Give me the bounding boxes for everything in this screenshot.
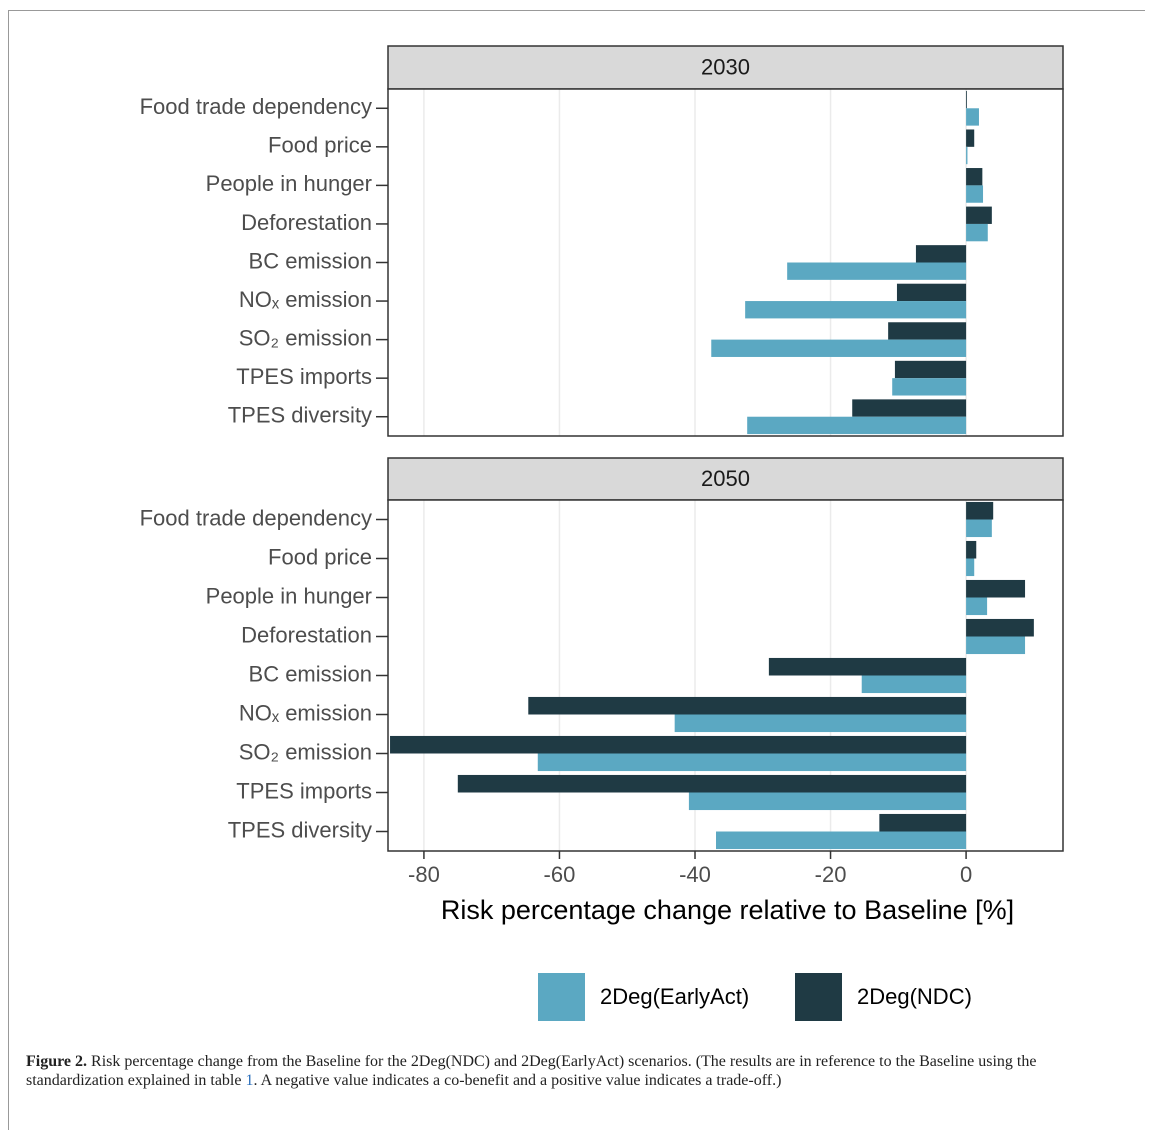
x-tick-label: 0 bbox=[960, 862, 972, 887]
category-label: TPES diversity bbox=[228, 403, 372, 428]
bar bbox=[747, 416, 967, 435]
category-label: People in hunger bbox=[206, 583, 372, 608]
bar bbox=[966, 108, 979, 126]
x-tick-label: -20 bbox=[815, 862, 847, 887]
panel-border bbox=[387, 88, 1064, 437]
bar bbox=[966, 146, 968, 165]
chart: 2030 Food trade dependency Food price Peopl… bbox=[140, 45, 1064, 1021]
category-label: BC emission bbox=[249, 661, 372, 686]
category-label: Food price bbox=[268, 544, 372, 569]
bar bbox=[896, 283, 967, 302]
bar bbox=[966, 618, 1034, 637]
bar bbox=[852, 399, 967, 417]
category-label: Food trade dependency bbox=[140, 505, 372, 530]
caption-label: Figure 2. bbox=[26, 1053, 88, 1070]
category-label: TPES imports bbox=[236, 778, 372, 803]
bar bbox=[768, 657, 967, 676]
category-label: Food trade dependency bbox=[140, 94, 372, 119]
bar bbox=[688, 792, 967, 811]
category-label: SO₂ emission bbox=[239, 739, 372, 764]
category-label: Food price bbox=[268, 133, 372, 158]
bar bbox=[674, 714, 967, 733]
category-label: Deforestation bbox=[241, 622, 372, 647]
caption-text: . A negative value indicates a co-benefi… bbox=[253, 1072, 782, 1089]
bar bbox=[966, 185, 984, 203]
bar bbox=[537, 753, 967, 772]
category-label: SO₂ emission bbox=[239, 325, 372, 350]
bar bbox=[966, 206, 992, 224]
bar bbox=[966, 223, 988, 242]
bar bbox=[787, 262, 967, 280]
bar bbox=[716, 831, 967, 850]
bar bbox=[966, 540, 977, 559]
bar bbox=[966, 168, 983, 186]
legend-swatch bbox=[795, 973, 842, 1021]
bar bbox=[745, 301, 967, 319]
bar bbox=[390, 735, 967, 754]
bar bbox=[966, 501, 994, 520]
bar bbox=[861, 675, 967, 694]
legend-label: 2Deg(NDC) bbox=[857, 984, 972, 1009]
bar bbox=[894, 360, 967, 379]
panel-border bbox=[387, 499, 1064, 852]
category-label: People in hunger bbox=[206, 171, 372, 196]
caption: Figure 2. Risk percentage change from th… bbox=[26, 1052, 1126, 1090]
category-label: Deforestation bbox=[241, 210, 372, 235]
category-label: BC emission bbox=[249, 248, 372, 273]
strip bbox=[387, 45, 1064, 90]
bar bbox=[966, 597, 988, 616]
bar bbox=[457, 774, 967, 793]
x-tick-label: -60 bbox=[544, 862, 576, 887]
bar bbox=[966, 558, 975, 577]
strip bbox=[387, 457, 1064, 501]
bar bbox=[966, 636, 1026, 655]
x-tick-label: -40 bbox=[679, 862, 711, 887]
bar bbox=[966, 579, 1026, 598]
legend-swatch bbox=[538, 973, 585, 1021]
bar bbox=[892, 378, 967, 396]
panel-title: 2050 bbox=[701, 466, 750, 491]
bar bbox=[528, 696, 967, 715]
figure-frame bbox=[8, 10, 1145, 1130]
category-label: TPES imports bbox=[236, 364, 372, 389]
bar bbox=[966, 90, 967, 109]
bar bbox=[888, 322, 967, 340]
caption-text: Risk percentage change from the Baseline… bbox=[26, 1053, 1037, 1089]
bar bbox=[966, 129, 975, 147]
x-axis-label: Risk percentage change relative to Basel… bbox=[441, 895, 1014, 925]
x-tick-label: -80 bbox=[408, 862, 440, 887]
panel-title: 2030 bbox=[701, 54, 750, 79]
bar bbox=[915, 245, 967, 263]
bar bbox=[966, 519, 992, 538]
category-label: TPES diversity bbox=[228, 817, 372, 842]
caption-link[interactable]: 1 bbox=[245, 1072, 254, 1089]
category-label: NOₓ emission bbox=[239, 287, 372, 312]
legend-label: 2Deg(EarlyAct) bbox=[600, 984, 749, 1009]
category-label: NOₓ emission bbox=[239, 700, 372, 725]
bar bbox=[879, 813, 967, 832]
bar bbox=[711, 339, 967, 357]
